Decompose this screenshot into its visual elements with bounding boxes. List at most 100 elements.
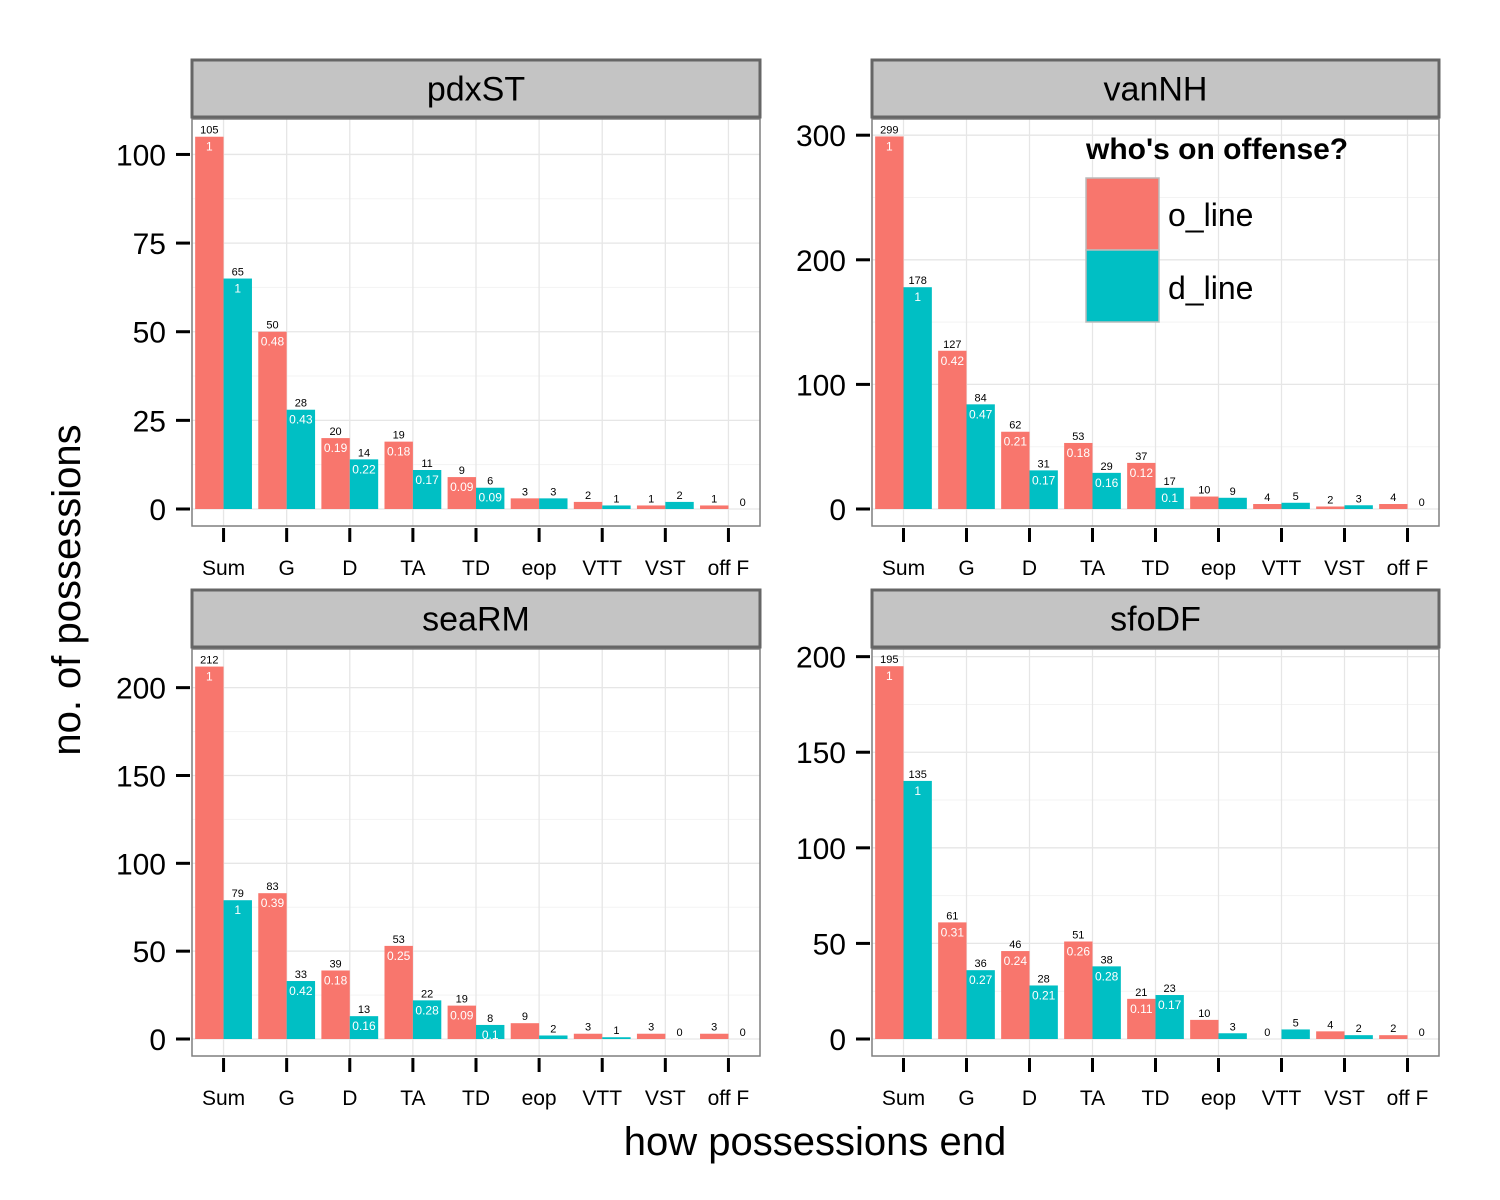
bar-o_line-VST — [636, 505, 666, 509]
proportion-label: 0.47 — [969, 407, 993, 421]
x-tick-label: G — [278, 1087, 294, 1110]
y-tick-label: 100 — [116, 139, 166, 172]
count-label: 17 — [1164, 476, 1176, 488]
x-tick-label: VTT — [1262, 557, 1302, 580]
y-tick-label: 300 — [796, 120, 846, 153]
x-tick-label: TD — [1142, 1087, 1170, 1110]
proportion-label: 0.17 — [1032, 473, 1056, 487]
y-tick-label: 200 — [116, 673, 166, 706]
x-tick-label: D — [342, 557, 357, 580]
count-label: 3 — [648, 1022, 654, 1034]
count-label: 38 — [1101, 954, 1113, 966]
count-label: 299 — [880, 124, 898, 136]
x-tick-label: off F — [708, 557, 750, 580]
x-tick-label: off F — [1387, 1087, 1429, 1110]
bar-o_line-G — [938, 350, 967, 509]
legend: who's on offense? o_line d_line — [1085, 133, 1348, 323]
legend-label-o-line: o_line — [1168, 197, 1253, 233]
proportion-label: 0.26 — [1067, 945, 1091, 959]
x-tick-label: off F — [708, 1087, 750, 1110]
count-label: 19 — [393, 430, 405, 442]
count-label: 2 — [676, 490, 682, 502]
proportion-label: 0.18 — [1067, 446, 1091, 460]
count-label: 4 — [1327, 1019, 1333, 1031]
bar-o_line-TA — [384, 441, 413, 509]
y-tick-label: 100 — [796, 833, 846, 866]
proportion-label: 0.1 — [482, 1028, 499, 1042]
count-label: 37 — [1135, 451, 1147, 463]
count-label: 3 — [711, 1022, 717, 1034]
y-tick-label: 200 — [796, 245, 846, 278]
x-tick-label: VST — [645, 557, 686, 580]
legend-label-d-line: d_line — [1168, 270, 1253, 306]
proportion-label: 1 — [206, 140, 213, 154]
y-tick-label: 0 — [829, 1024, 846, 1057]
x-tick-label: G — [958, 557, 974, 580]
y-tick-label: 150 — [116, 760, 166, 793]
bar-d_line-VTT — [1281, 502, 1310, 509]
count-label: 1 — [648, 493, 654, 505]
proportion-label: 0.28 — [1095, 969, 1119, 983]
bar-d_line-TD — [476, 487, 505, 509]
proportion-label: 1 — [234, 282, 241, 296]
bar-o_line-off F — [700, 505, 729, 509]
count-label: 9 — [1230, 486, 1236, 498]
count-label: 8 — [487, 1013, 493, 1025]
y-tick-label: 100 — [796, 369, 846, 402]
x-tick-label: D — [342, 1087, 357, 1110]
bar-d_line-VST — [1344, 1035, 1373, 1039]
bar-d_line-eop — [1218, 1033, 1247, 1039]
count-label: 2 — [1327, 495, 1333, 507]
strip-background — [870, 588, 1441, 649]
x-tick-label: Sum — [882, 557, 925, 580]
x-tick-label: VTT — [582, 1087, 622, 1110]
count-label: 2 — [1356, 1023, 1362, 1035]
count-label: 3 — [1356, 493, 1362, 505]
bar-o_line-D — [321, 970, 350, 1039]
count-label: 61 — [946, 910, 958, 922]
count-label: 1 — [711, 493, 717, 505]
count-label: 9 — [459, 465, 465, 477]
bar-d_line-TD — [1155, 487, 1184, 509]
bar-o_line-Sum — [875, 666, 904, 1039]
bar-o_line-TD — [447, 1005, 476, 1039]
y-tick-label: 75 — [133, 228, 166, 261]
proportion-label: 0.17 — [415, 473, 439, 487]
count-label: 5 — [1293, 491, 1299, 503]
proportion-label: 0.11 — [1130, 1002, 1153, 1016]
x-tick-label: Sum — [882, 1087, 925, 1110]
x-tick-label: TD — [462, 557, 490, 580]
proportion-label: 0.1 — [1161, 491, 1178, 505]
count-label: 20 — [329, 426, 341, 438]
bar-d_line-eop — [539, 1035, 568, 1039]
proportion-label: 0.39 — [261, 896, 285, 910]
y-tick-label: 50 — [813, 928, 846, 961]
proportion-label: 0.22 — [352, 462, 376, 476]
strip-title: seaRM — [422, 601, 530, 639]
x-axis-title: how possessions end — [624, 1120, 1006, 1164]
bar-o_line-off F — [1379, 1035, 1408, 1039]
strip-title: pdxST — [427, 71, 525, 109]
proportion-label: 0.25 — [387, 949, 411, 963]
y-tick-label: 150 — [796, 737, 846, 770]
y-tick-label: 0 — [149, 494, 166, 527]
bar-d_line-TA — [1092, 966, 1121, 1039]
bar-o_line-D — [321, 438, 350, 509]
y-tick-label: 100 — [116, 848, 166, 881]
x-tick-label: VST — [1324, 557, 1365, 580]
count-label: 178 — [908, 275, 926, 287]
bar-o_line-eop — [1190, 1019, 1219, 1039]
bar-d_line-G — [966, 404, 995, 509]
x-tick-label: D — [1022, 1087, 1037, 1110]
strip-title: vanNH — [1104, 71, 1208, 109]
proportion-label: 0.12 — [1130, 466, 1154, 480]
x-tick-label: G — [958, 1087, 974, 1110]
bar-d_line-TA — [412, 470, 442, 509]
count-label: 2 — [1390, 1023, 1396, 1035]
bar-o_line-eop — [510, 498, 540, 509]
count-label: 50 — [266, 320, 278, 332]
count-label: 65 — [232, 267, 244, 279]
bar-o_line-D — [1001, 951, 1030, 1039]
bar-d_line-eop — [1218, 497, 1247, 509]
